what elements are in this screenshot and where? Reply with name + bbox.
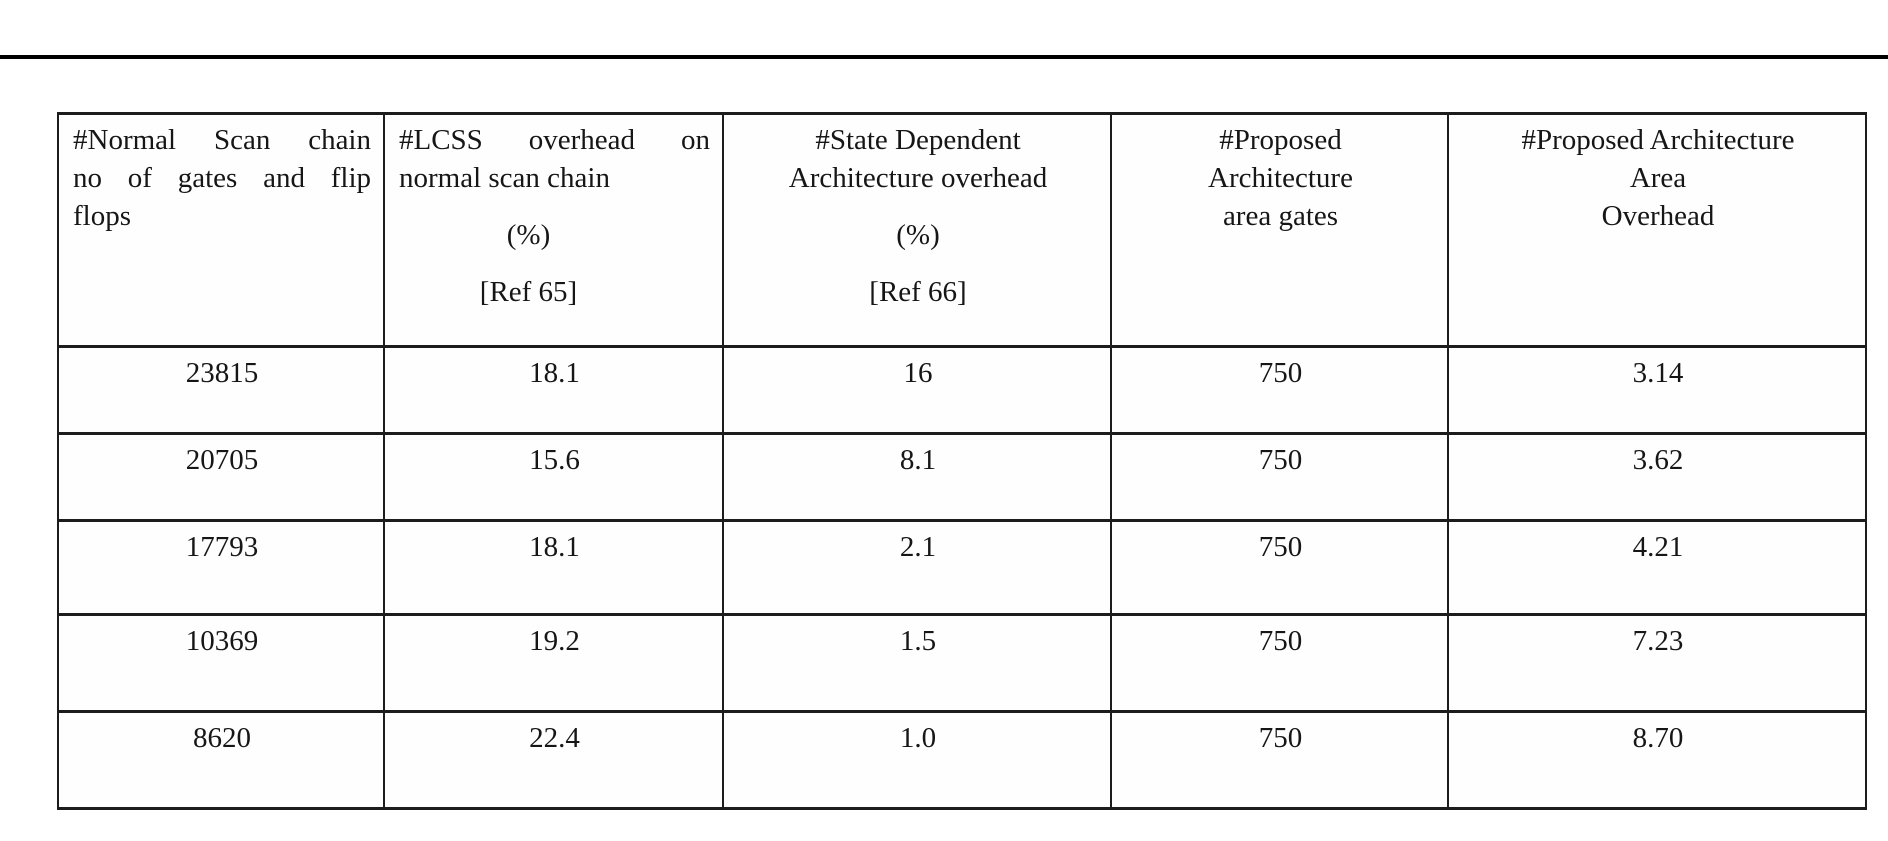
cell-normal-scan-chain: 8620 (57, 710, 385, 810)
header-line: #Normal Scan chain (73, 124, 371, 156)
header-reference: [Ref 65] (479, 276, 578, 308)
cell-state-dependent-overhead: 1.0 (722, 710, 1112, 810)
cell-proposed-area-gates: 750 (1110, 519, 1449, 616)
header-line: Overhead (1601, 200, 1715, 232)
header-line: #Proposed (1219, 124, 1342, 156)
cell-proposed-area-gates: 750 (1110, 710, 1449, 810)
cell-proposed-area-overhead: 3.62 (1447, 432, 1867, 522)
header-line: area gates (1222, 200, 1339, 232)
col-header-proposed-area-overhead: #Proposed Architecture Area Overhead (1447, 112, 1867, 348)
cell-proposed-area-overhead: 3.14 (1447, 345, 1867, 435)
cell-normal-scan-chain: 23815 (57, 345, 385, 435)
cell-state-dependent-overhead: 8.1 (722, 432, 1112, 522)
cell-lcss-overhead: 18.1 (383, 345, 724, 435)
col-header-proposed-area-gates: #Proposed Architecture area gates (1110, 112, 1449, 348)
table-row: 17793 18.1 2.1 750 4.21 (57, 519, 1867, 616)
cell-normal-scan-chain: 10369 (57, 613, 385, 713)
header-reference: [Ref 66] (869, 276, 967, 308)
header-line: #Proposed Architecture (1521, 124, 1795, 156)
cell-lcss-overhead: 15.6 (383, 432, 724, 522)
cell-lcss-overhead: 18.1 (383, 519, 724, 616)
cell-proposed-area-gates: 750 (1110, 613, 1449, 713)
header-line: no of gates and flip (73, 162, 371, 194)
col-header-state-dependent-overhead: #State Dependent Architecture overhead (… (722, 112, 1112, 348)
table-row: 23815 18.1 16 750 3.14 (57, 345, 1867, 435)
header-unit: (%) (506, 219, 551, 251)
header-line: #LCSS overhead on (399, 124, 710, 156)
col-header-lcss-overhead: #LCSS overhead on normal scan chain (%) … (383, 112, 724, 348)
cell-proposed-area-overhead: 7.23 (1447, 613, 1867, 713)
cell-lcss-overhead: 22.4 (383, 710, 724, 810)
table-row: 8620 22.4 1.0 750 8.70 (57, 710, 1867, 810)
table-header-row: #Normal Scan chain no of gates and flip … (57, 112, 1867, 348)
cell-proposed-area-gates: 750 (1110, 345, 1449, 435)
col-header-normal-scan-chain: #Normal Scan chain no of gates and flip … (57, 112, 385, 348)
header-line: normal scan chain (399, 162, 610, 194)
cell-proposed-area-overhead: 8.70 (1447, 710, 1867, 810)
cell-lcss-overhead: 19.2 (383, 613, 724, 713)
header-unit: (%) (896, 219, 940, 251)
cell-proposed-area-overhead: 4.21 (1447, 519, 1867, 616)
header-line: flops (73, 200, 131, 232)
cell-normal-scan-chain: 17793 (57, 519, 385, 616)
header-line: Architecture overhead (788, 162, 1048, 194)
page-top-rule (0, 55, 1888, 59)
cell-proposed-area-gates: 750 (1110, 432, 1449, 522)
header-line: #State Dependent (815, 124, 1021, 156)
cell-state-dependent-overhead: 2.1 (722, 519, 1112, 616)
header-line: Architecture (1208, 162, 1353, 194)
table-row: 10369 19.2 1.5 750 7.23 (57, 613, 1867, 713)
cell-normal-scan-chain: 20705 (57, 432, 385, 522)
cell-state-dependent-overhead: 1.5 (722, 613, 1112, 713)
results-table: #Normal Scan chain no of gates and flip … (57, 112, 1867, 810)
table-row: 20705 15.6 8.1 750 3.62 (57, 432, 1867, 522)
header-line: Area (1629, 162, 1687, 194)
cell-state-dependent-overhead: 16 (722, 345, 1112, 435)
